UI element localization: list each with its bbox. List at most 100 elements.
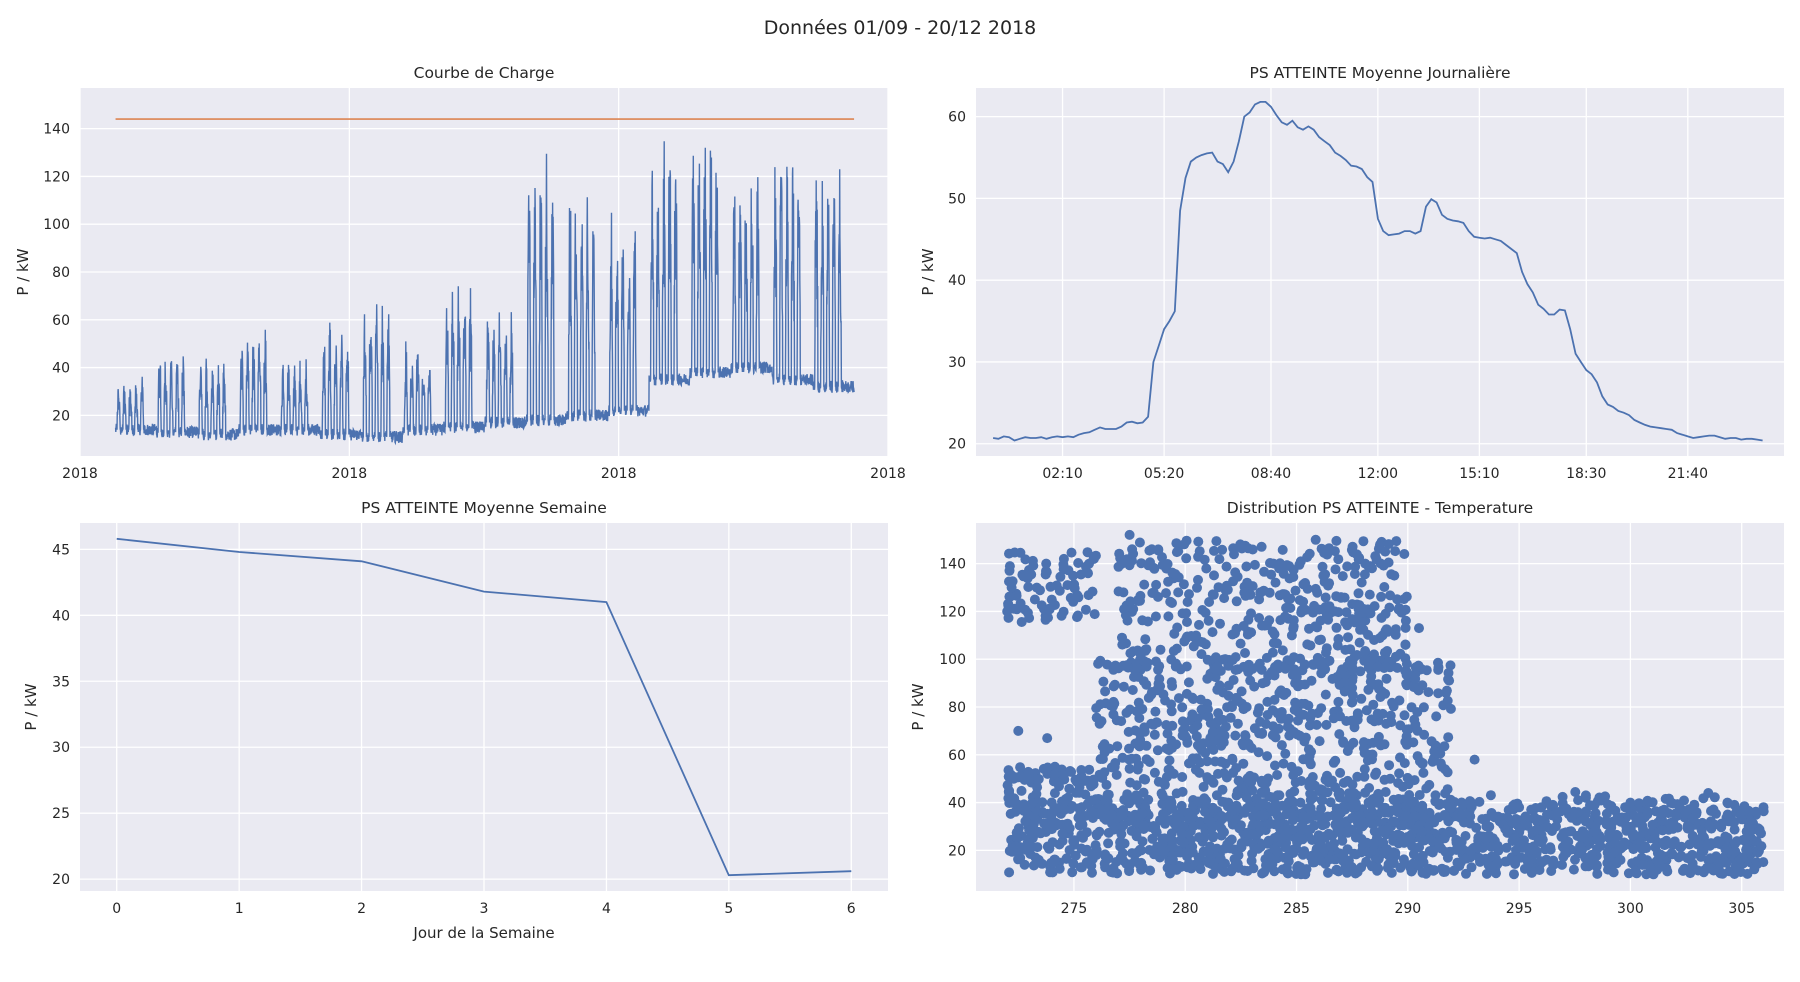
scatter-point xyxy=(1270,577,1281,588)
scatter-point xyxy=(1314,604,1325,615)
scatter-point xyxy=(1269,694,1280,705)
scatter-point xyxy=(1337,835,1348,846)
scatter-point xyxy=(1730,838,1741,849)
scatter-point xyxy=(1641,869,1652,880)
scatter-point xyxy=(1320,774,1331,785)
scatter-point xyxy=(1359,748,1370,758)
scatter-point xyxy=(1037,858,1048,869)
scatter-point xyxy=(1245,675,1256,686)
grid xyxy=(976,88,1784,456)
scatter-point xyxy=(1501,856,1512,867)
scatter-point xyxy=(1742,868,1753,879)
scatter-point xyxy=(1031,582,1042,593)
scatter-point xyxy=(1350,798,1361,809)
scatter-point xyxy=(1041,567,1052,578)
scatter-point xyxy=(1355,624,1366,635)
scatter-point xyxy=(1324,655,1335,666)
scatter-point xyxy=(1187,755,1198,766)
scatter-point xyxy=(1280,748,1291,759)
scatter-point xyxy=(1295,797,1306,808)
x-tick-label: 4 xyxy=(602,901,611,917)
scatter-point xyxy=(1399,594,1409,605)
x-tick-label: 05:20 xyxy=(1144,466,1184,482)
scatter-point xyxy=(1386,569,1397,580)
scatter-point xyxy=(1705,853,1716,864)
scatter-point xyxy=(1145,865,1156,876)
scatter-point xyxy=(1257,727,1268,738)
scatter-point xyxy=(1217,796,1228,807)
scatter-point xyxy=(1094,718,1105,729)
scatter-point xyxy=(1159,833,1170,844)
scatter-point xyxy=(1024,825,1035,836)
scatter-point xyxy=(1379,739,1390,750)
scatter-point xyxy=(1758,806,1769,817)
scatter-point xyxy=(1004,561,1015,572)
scatter-point xyxy=(1277,645,1288,656)
scatter-point xyxy=(1193,574,1203,585)
y-tick-label: 80 xyxy=(948,700,966,716)
figure-suptitle: Données 01/09 - 20/12 2018 xyxy=(764,17,1037,39)
scatter-point xyxy=(1704,820,1715,831)
scatter-point xyxy=(1133,596,1144,606)
scatter-point xyxy=(1356,693,1367,704)
scatter-point xyxy=(1148,562,1159,573)
chart-title: Courbe de Charge xyxy=(414,64,555,82)
scatter-point xyxy=(1218,654,1229,665)
scatter-point xyxy=(1184,589,1194,600)
scatter-point xyxy=(1029,594,1040,605)
scatter-point xyxy=(1272,638,1282,649)
scatter-point xyxy=(1208,868,1218,879)
scatter-point xyxy=(1195,757,1206,768)
scatter-point xyxy=(1356,577,1367,588)
scatter-point xyxy=(1229,549,1239,560)
scatter-point xyxy=(1212,684,1223,695)
scatter-point xyxy=(1334,729,1345,740)
scatter-point xyxy=(1122,615,1133,626)
y-tick-label: 40 xyxy=(948,796,966,812)
scatter-point xyxy=(1065,592,1076,603)
scatter-point xyxy=(1390,629,1401,640)
scatter-point xyxy=(1297,834,1308,845)
scatter-point xyxy=(1469,754,1480,765)
scatter-point xyxy=(1628,844,1639,855)
scatter-point xyxy=(1433,664,1444,675)
scatter-point xyxy=(1328,713,1339,724)
scatter-point xyxy=(1236,543,1247,554)
scatter-point xyxy=(1642,795,1653,806)
scatter-point xyxy=(1211,536,1222,547)
scatter-point xyxy=(1307,835,1318,845)
scatter-point xyxy=(1480,813,1491,824)
scatter-point xyxy=(1306,675,1317,686)
scatter-point xyxy=(1647,819,1658,830)
scatter-point xyxy=(1257,868,1268,879)
axes-background xyxy=(976,88,1784,456)
scatter-point xyxy=(1089,609,1100,620)
scatter-point xyxy=(1177,786,1188,797)
scatter-point xyxy=(1199,554,1210,565)
scatter-point xyxy=(1263,835,1274,846)
scatter-point xyxy=(1086,805,1097,816)
scatter-point xyxy=(1076,569,1086,580)
scatter-point xyxy=(1146,718,1157,729)
scatter-point xyxy=(1282,721,1293,732)
scatter-point xyxy=(1394,768,1405,779)
scatter-point xyxy=(1054,585,1065,596)
scatter-point xyxy=(1281,687,1292,698)
scatter-point xyxy=(1741,826,1752,837)
scatter-point xyxy=(1199,793,1210,804)
scatter-point xyxy=(1580,790,1591,801)
scatter-point xyxy=(1337,571,1348,582)
y-tick-label: 120 xyxy=(43,169,70,185)
scatter-point xyxy=(1726,816,1737,827)
scatter-point xyxy=(1087,867,1097,878)
scatter-point xyxy=(1036,600,1047,611)
scatter-point xyxy=(1008,773,1019,784)
scatter-point xyxy=(1070,850,1081,861)
scatter-point xyxy=(1243,629,1253,640)
scatter-point xyxy=(1501,842,1512,853)
scatter-point xyxy=(1347,599,1358,610)
scatter-point xyxy=(1303,744,1314,755)
scatter-point xyxy=(1003,765,1014,776)
scatter-point xyxy=(1739,834,1750,845)
scatter-point xyxy=(1149,767,1160,778)
